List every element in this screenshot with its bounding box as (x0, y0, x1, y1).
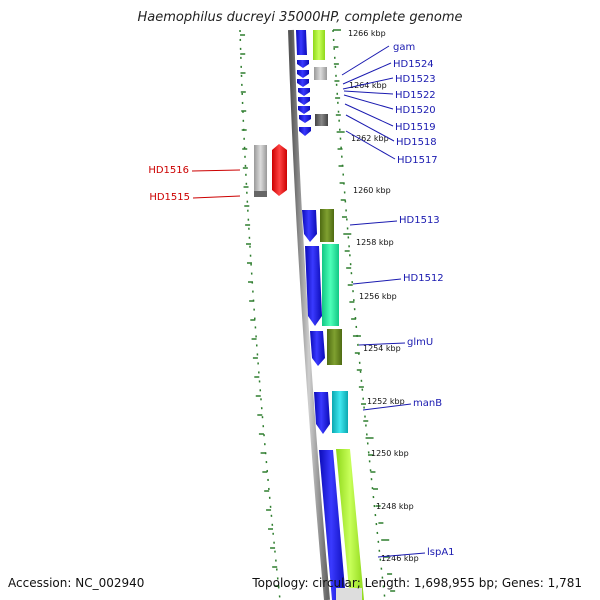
gene-glmu-olive (327, 329, 342, 365)
kbp-label: 1258 kbp (356, 238, 394, 247)
gene-cluster-small-arrows (297, 60, 311, 136)
gene-darkgray-small (315, 114, 328, 126)
gene-leader-line (191, 169, 241, 172)
gene-leader-line (342, 77, 394, 90)
gene-leader-line (345, 130, 396, 160)
gene-leader-line (343, 90, 394, 95)
gene-hd1513-blue (302, 210, 317, 242)
gene-label-hd1512[interactable]: HD1512 (403, 273, 444, 284)
gene-hd1516-gray (254, 145, 267, 191)
gene-hd1513-olive (320, 209, 334, 242)
kbp-labels: 1266 kbp 1264 kbp 1262 kbp 1260 kbp 1258 kbp… (348, 29, 419, 563)
gene-manb-cyan (332, 391, 348, 433)
kbp-label: 1248 kbp (376, 502, 414, 511)
gene-leader-line (342, 62, 392, 85)
gene-label-leaders (191, 45, 426, 558)
kbp-label: 1256 kbp (359, 292, 397, 301)
gene-label-manb[interactable]: manB (413, 398, 442, 409)
kbp-label: 1254 kbp (363, 344, 401, 353)
gene-leader-line (362, 403, 412, 411)
gene-label-hd1524[interactable]: HD1524 (393, 59, 434, 70)
gene-leader-line (345, 114, 395, 142)
gene-top-blue (296, 30, 307, 55)
kbp-label: 1246 kbp (381, 554, 419, 563)
gene-leader-line (352, 278, 402, 285)
gene-hd1512-sea (322, 244, 339, 326)
gene-leader-line (377, 552, 426, 558)
kbp-label: 1260 kbp (353, 186, 391, 195)
gene-hd1515-red (272, 144, 287, 196)
gene-leader-line (343, 94, 394, 110)
gene-label-hd1519[interactable]: HD1519 (395, 122, 436, 133)
gene-leader-line (344, 103, 394, 127)
gene-manb-blue (314, 392, 330, 434)
gene-label-gam[interactable]: gam (393, 42, 415, 53)
gene-leader-line (349, 220, 398, 226)
gene-gam-green (313, 30, 325, 60)
topology-summary: Topology: circular; Length: 1,698,955 bp… (252, 576, 582, 590)
gene-leader-line (358, 342, 406, 346)
kbp-label: 1262 kbp (351, 134, 389, 143)
gene-gray-small (314, 67, 327, 80)
gene-label-hd1522[interactable]: HD1522 (395, 90, 436, 101)
gene-label-hd1520[interactable]: HD1520 (395, 105, 436, 116)
gene-label-hd1515[interactable]: HD1515 (149, 192, 190, 203)
gene-glmu-blue (310, 331, 325, 366)
gene-hd1516-gray-base (254, 191, 267, 197)
gene-label-hd1523[interactable]: HD1523 (395, 74, 436, 85)
genome-backbone (288, 29, 330, 600)
gene-labels: gam HD1524 HD1523 HD1522 HD1520 HD1519 HD1518 H… (148, 42, 454, 558)
gene-label-hd1513[interactable]: HD1513 (399, 215, 440, 226)
gene-hd1512-blue (305, 246, 322, 326)
gene-label-hd1518[interactable]: HD1518 (396, 137, 437, 148)
gene-lspa1-gray-base (336, 588, 362, 600)
page-title: Haemophilus ducreyi 35000HP, complete ge… (137, 10, 463, 25)
kbp-label: 1250 kbp (371, 449, 409, 458)
gene-label-hd1517[interactable]: HD1517 (397, 155, 438, 166)
kbp-label: 1252 kbp (367, 397, 405, 406)
gene-label-glmu[interactable]: glmU (407, 337, 433, 348)
kbp-label: 1264 kbp (349, 81, 387, 90)
gene-label-hd1516[interactable]: HD1516 (148, 165, 189, 176)
gene-leader-line (192, 195, 241, 199)
scale-ticks (240, 29, 396, 592)
gene-lspa1-blue (319, 450, 346, 600)
gene-leader-line (341, 45, 390, 76)
accession-text: Accession: NC_002940 (8, 576, 145, 590)
kbp-label: 1266 kbp (348, 29, 386, 38)
outer-dotted-guide-left (239, 29, 281, 600)
gene-label-lspa1[interactable]: lspA1 (427, 547, 455, 558)
gene-lspa1-green (336, 449, 364, 600)
